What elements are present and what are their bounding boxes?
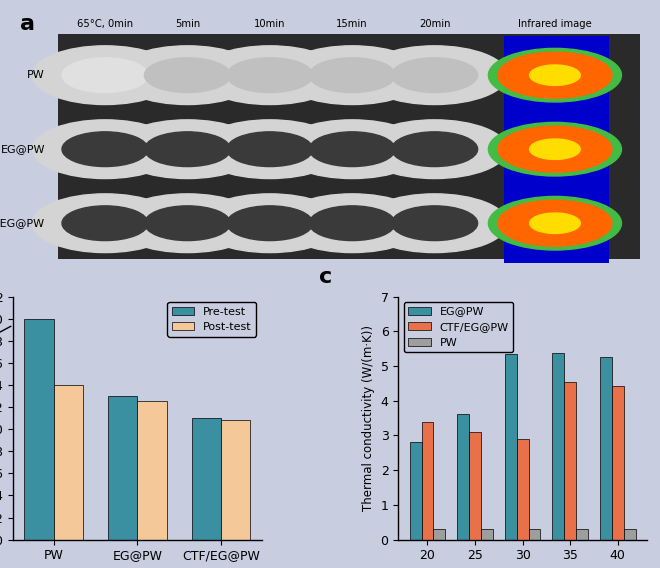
Text: 10min: 10min: [254, 19, 286, 29]
Bar: [422, 422, 434, 540]
Y-axis label: Thermal conductivity (W/(m·K)): Thermal conductivity (W/(m·K)): [362, 325, 375, 511]
Circle shape: [529, 213, 580, 233]
Circle shape: [32, 194, 178, 253]
Text: 20min: 20min: [419, 19, 450, 29]
Bar: [24, 319, 53, 540]
Circle shape: [362, 194, 508, 253]
Circle shape: [62, 132, 148, 166]
Circle shape: [391, 132, 478, 166]
Circle shape: [62, 206, 148, 241]
Circle shape: [498, 201, 612, 246]
Circle shape: [32, 120, 178, 178]
Legend: EG@PW, CTF/EG@PW, PW: EG@PW, CTF/EG@PW, PW: [404, 302, 513, 352]
Bar: [600, 357, 612, 540]
Circle shape: [197, 46, 343, 105]
Circle shape: [227, 58, 313, 93]
Text: c: c: [319, 267, 332, 287]
FancyBboxPatch shape: [504, 183, 609, 263]
Circle shape: [197, 194, 343, 253]
Legend: Pre-test, Post-test: Pre-test, Post-test: [168, 302, 256, 336]
Bar: [434, 529, 446, 540]
Circle shape: [197, 120, 343, 178]
Bar: [192, 418, 221, 540]
FancyBboxPatch shape: [504, 36, 609, 115]
Circle shape: [391, 58, 478, 93]
Circle shape: [391, 206, 478, 241]
Circle shape: [529, 65, 580, 85]
Bar: [624, 529, 636, 540]
Text: CTF/EG@PW: CTF/EG@PW: [0, 218, 45, 228]
Circle shape: [145, 132, 230, 166]
Circle shape: [362, 120, 508, 178]
Circle shape: [488, 197, 622, 250]
Circle shape: [498, 52, 612, 98]
Bar: [457, 414, 469, 540]
Bar: [410, 442, 422, 540]
Circle shape: [62, 58, 148, 93]
Circle shape: [309, 132, 395, 166]
Circle shape: [488, 48, 622, 102]
Bar: [137, 402, 167, 540]
Circle shape: [279, 194, 425, 253]
Circle shape: [279, 120, 425, 178]
Bar: [505, 354, 517, 540]
Bar: [564, 382, 576, 540]
Bar: [529, 529, 541, 540]
Bar: [552, 353, 564, 540]
Circle shape: [488, 122, 622, 176]
Circle shape: [227, 132, 313, 166]
Circle shape: [309, 206, 395, 241]
Text: 65°C, 0min: 65°C, 0min: [77, 19, 133, 29]
Bar: [517, 439, 529, 540]
Circle shape: [498, 126, 612, 172]
Bar: [108, 396, 137, 540]
Text: Infrared image: Infrared image: [518, 19, 592, 29]
Bar: [481, 529, 493, 540]
Text: EG@PW: EG@PW: [1, 144, 45, 154]
Bar: [469, 432, 481, 540]
Bar: [612, 386, 624, 540]
Bar: [221, 420, 250, 540]
Text: PW: PW: [27, 70, 45, 80]
Circle shape: [115, 120, 260, 178]
Circle shape: [115, 46, 260, 105]
Circle shape: [145, 58, 230, 93]
Circle shape: [32, 46, 178, 105]
Bar: [576, 529, 588, 540]
Text: a: a: [20, 14, 34, 34]
Circle shape: [145, 206, 230, 241]
Text: 5min: 5min: [175, 19, 200, 29]
Bar: [53, 385, 83, 540]
Circle shape: [309, 58, 395, 93]
Circle shape: [279, 46, 425, 105]
FancyBboxPatch shape: [504, 110, 609, 189]
Circle shape: [227, 206, 313, 241]
FancyBboxPatch shape: [57, 34, 640, 259]
Text: 15min: 15min: [337, 19, 368, 29]
Circle shape: [362, 46, 508, 105]
Circle shape: [115, 194, 260, 253]
Circle shape: [529, 139, 580, 160]
